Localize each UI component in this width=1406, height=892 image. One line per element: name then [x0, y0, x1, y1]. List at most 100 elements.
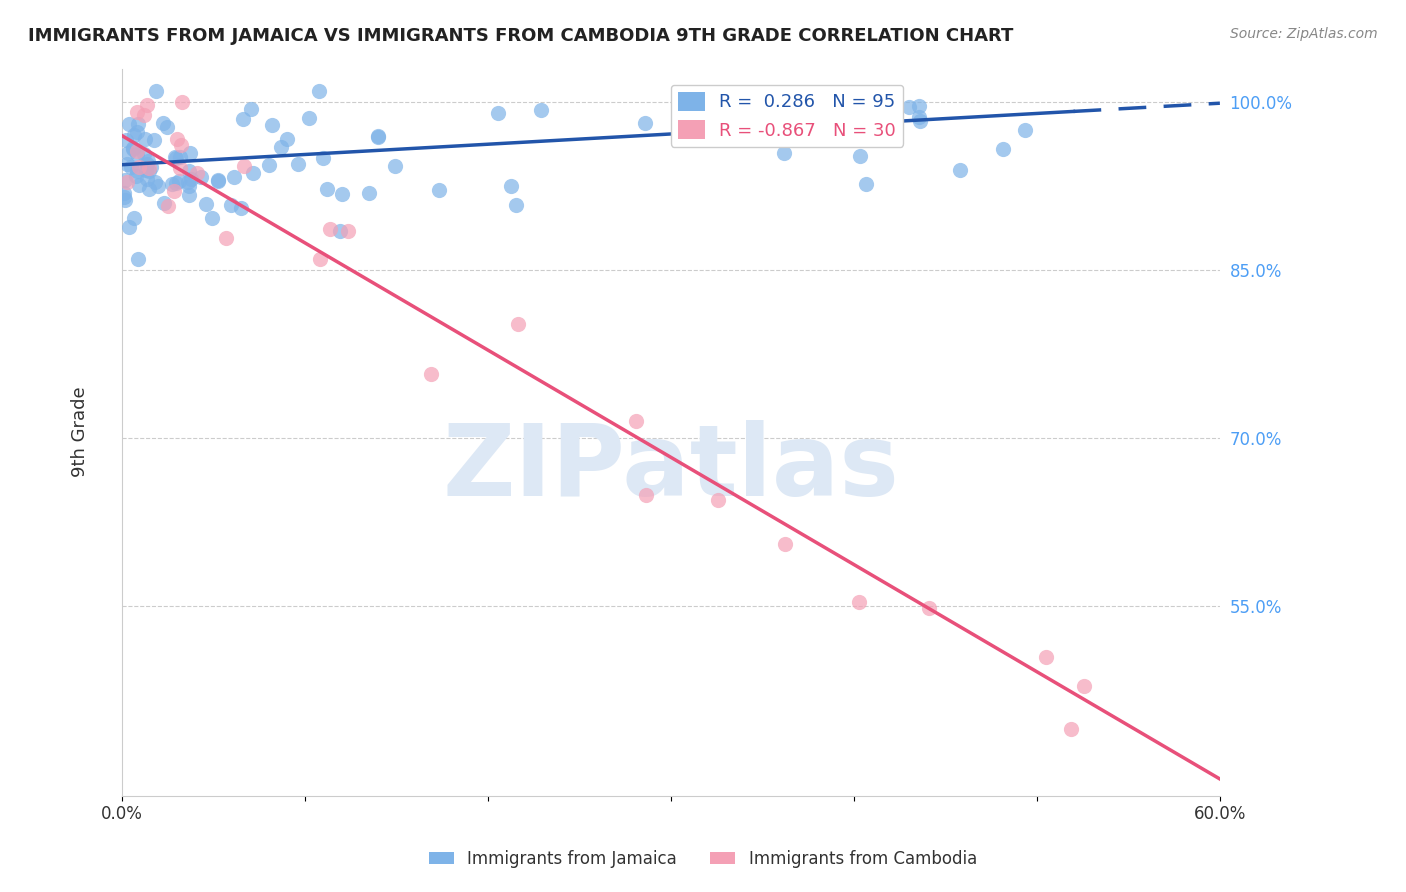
- Point: [308, 84, 330, 98]
- Point: [139, 161, 162, 175]
- Point: [195, 196, 218, 211]
- Point: [118, 219, 141, 234]
- Point: [162, 184, 184, 198]
- Point: [634, 488, 657, 502]
- Point: [1035, 649, 1057, 664]
- Point: [499, 178, 522, 193]
- Point: [136, 171, 159, 186]
- Point: [114, 173, 136, 187]
- Point: [155, 120, 177, 134]
- Point: [786, 98, 808, 112]
- Point: [114, 186, 136, 200]
- Point: [132, 147, 155, 161]
- Point: [948, 162, 970, 177]
- Point: [367, 128, 389, 143]
- Point: [153, 195, 176, 210]
- Point: [242, 166, 264, 180]
- Point: [146, 179, 169, 194]
- Point: [127, 252, 149, 267]
- Point: [128, 178, 150, 192]
- Point: [367, 129, 389, 144]
- Point: [186, 166, 208, 180]
- Legend: R =  0.286   N = 95, R = -0.867   N = 30: R = 0.286 N = 95, R = -0.867 N = 30: [671, 85, 904, 147]
- Point: [316, 182, 339, 196]
- Point: [165, 176, 187, 190]
- Point: [634, 116, 657, 130]
- Point: [1073, 679, 1095, 693]
- Point: [918, 601, 941, 615]
- Point: [707, 492, 730, 507]
- Point: [907, 110, 929, 124]
- Point: [122, 142, 145, 156]
- Point: [773, 537, 796, 551]
- Point: [134, 132, 156, 146]
- Point: [207, 173, 229, 187]
- Point: [169, 150, 191, 164]
- Point: [276, 132, 298, 146]
- Point: [115, 133, 138, 147]
- Text: ZIPatlas: ZIPatlas: [443, 420, 900, 517]
- Point: [114, 194, 136, 208]
- Point: [357, 186, 380, 201]
- Point: [112, 190, 135, 204]
- Point: [115, 156, 138, 170]
- Point: [849, 149, 872, 163]
- Point: [165, 152, 187, 166]
- Point: [260, 119, 283, 133]
- Point: [166, 131, 188, 145]
- Point: [219, 198, 242, 212]
- Point: [287, 157, 309, 171]
- Point: [143, 133, 166, 147]
- Point: [157, 199, 180, 213]
- Point: [486, 106, 509, 120]
- Point: [869, 117, 891, 131]
- Point: [163, 150, 186, 164]
- Point: [124, 211, 146, 225]
- Point: [179, 179, 201, 194]
- Point: [176, 175, 198, 189]
- Point: [167, 174, 190, 188]
- Point: [207, 174, 229, 188]
- Point: [233, 159, 256, 173]
- Point: [117, 175, 139, 189]
- Point: [177, 163, 200, 178]
- Text: IMMIGRANTS FROM JAMAICA VS IMMIGRANTS FROM CAMBODIA 9TH GRADE CORRELATION CHART: IMMIGRANTS FROM JAMAICA VS IMMIGRANTS FR…: [28, 27, 1014, 45]
- Point: [848, 595, 870, 609]
- Point: [190, 169, 212, 184]
- Point: [908, 99, 931, 113]
- Point: [125, 124, 148, 138]
- Point: [224, 169, 246, 184]
- Point: [124, 169, 146, 183]
- Point: [177, 188, 200, 202]
- Point: [125, 144, 148, 158]
- Point: [138, 154, 160, 169]
- Point: [215, 230, 238, 244]
- Point: [384, 159, 406, 173]
- Point: [336, 224, 359, 238]
- Point: [138, 161, 160, 176]
- Point: [240, 102, 263, 116]
- Point: [143, 175, 166, 189]
- Point: [120, 160, 142, 174]
- Point: [179, 146, 201, 161]
- Point: [506, 318, 529, 332]
- Point: [309, 252, 332, 266]
- Point: [772, 146, 794, 161]
- Point: [136, 97, 159, 112]
- Point: [257, 158, 280, 172]
- Point: [329, 224, 352, 238]
- Point: [270, 140, 292, 154]
- Point: [128, 160, 150, 174]
- Point: [180, 171, 202, 186]
- Point: [135, 162, 157, 177]
- Point: [505, 198, 527, 212]
- Point: [117, 145, 139, 160]
- Point: [136, 157, 159, 171]
- Point: [419, 368, 441, 382]
- Point: [125, 163, 148, 178]
- Point: [624, 414, 647, 428]
- Point: [1059, 722, 1081, 736]
- Point: [716, 97, 738, 112]
- Point: [330, 186, 353, 201]
- Point: [124, 128, 146, 143]
